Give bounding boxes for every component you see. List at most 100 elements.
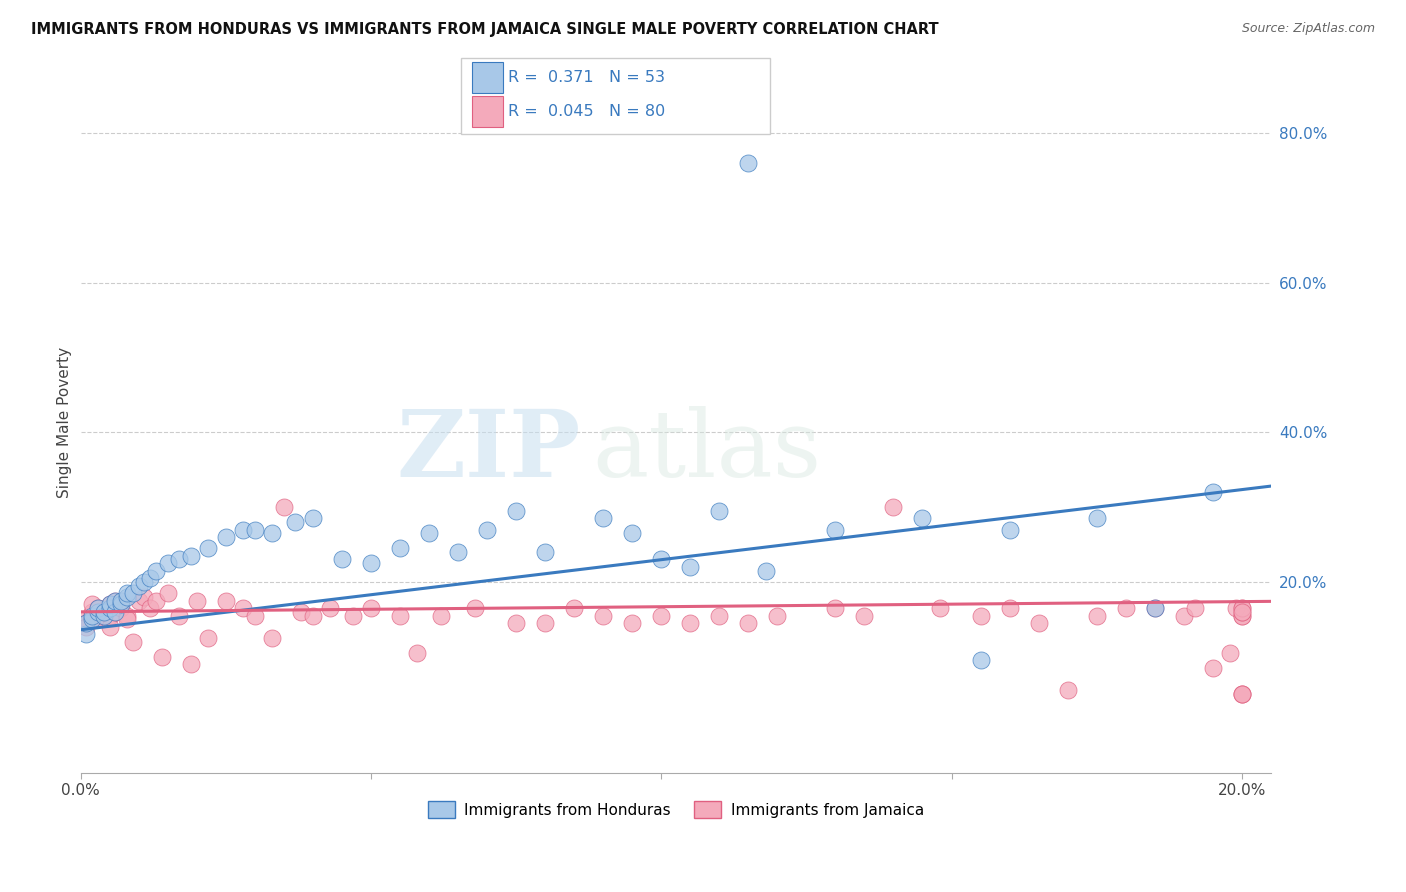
Point — [330, 552, 353, 566]
Point — [75, 627, 97, 641]
Point — [180, 657, 202, 672]
Point — [87, 601, 110, 615]
Point — [1056, 683, 1078, 698]
Point — [824, 601, 846, 615]
Point — [1173, 608, 1195, 623]
Point — [150, 649, 173, 664]
Point — [232, 523, 254, 537]
Point — [115, 608, 138, 623]
Point — [75, 620, 97, 634]
Point — [98, 608, 121, 623]
Point — [1143, 601, 1166, 615]
Point — [464, 601, 486, 615]
Point — [998, 601, 1021, 615]
Point — [243, 608, 266, 623]
Point — [128, 579, 150, 593]
Point — [156, 556, 179, 570]
Point — [75, 615, 97, 630]
Text: R =  0.045   N = 80: R = 0.045 N = 80 — [508, 104, 665, 119]
Point — [388, 608, 411, 623]
Point — [766, 608, 789, 623]
Point — [1202, 485, 1225, 500]
Point — [621, 615, 644, 630]
Point — [679, 615, 702, 630]
Point — [115, 612, 138, 626]
Point — [197, 631, 219, 645]
Point — [319, 601, 342, 615]
Point — [1184, 601, 1206, 615]
Point — [243, 523, 266, 537]
Point — [75, 612, 97, 626]
Point — [1028, 615, 1050, 630]
Point — [121, 634, 143, 648]
Point — [215, 530, 238, 544]
Point — [737, 615, 759, 630]
Point — [882, 500, 904, 514]
Y-axis label: Single Male Poverty: Single Male Poverty — [58, 347, 72, 499]
Point — [75, 615, 97, 630]
Point — [969, 608, 991, 623]
Point — [167, 608, 190, 623]
Point — [82, 598, 104, 612]
Point — [505, 615, 527, 630]
Point — [186, 593, 208, 607]
Point — [998, 523, 1021, 537]
Point — [534, 615, 557, 630]
Point — [301, 511, 323, 525]
Point — [110, 601, 132, 615]
Point — [853, 608, 876, 623]
Point — [139, 601, 162, 615]
Point — [110, 593, 132, 607]
Point — [110, 598, 132, 612]
Point — [82, 608, 104, 623]
Point — [1230, 605, 1253, 619]
Point — [232, 601, 254, 615]
Point — [145, 593, 167, 607]
Point — [592, 608, 614, 623]
Point — [1230, 687, 1253, 701]
Point — [134, 574, 156, 589]
Point — [139, 571, 162, 585]
Point — [679, 560, 702, 574]
Point — [737, 155, 759, 169]
Point — [592, 511, 614, 525]
Point — [104, 605, 127, 619]
Point — [262, 631, 284, 645]
Text: ZIP: ZIP — [396, 406, 581, 496]
Point — [121, 586, 143, 600]
Point — [273, 500, 295, 514]
Point — [1230, 608, 1253, 623]
Point — [262, 526, 284, 541]
Point — [534, 545, 557, 559]
Point — [342, 608, 364, 623]
Point — [98, 601, 121, 615]
Point — [284, 515, 307, 529]
Point — [360, 601, 382, 615]
Point — [290, 605, 312, 619]
Point — [1230, 687, 1253, 701]
Point — [621, 526, 644, 541]
Point — [969, 653, 991, 667]
Point — [156, 586, 179, 600]
Point — [128, 593, 150, 607]
Point — [1230, 687, 1253, 701]
Point — [98, 598, 121, 612]
Point — [755, 564, 778, 578]
Point — [1230, 601, 1253, 615]
Point — [505, 504, 527, 518]
Point — [475, 523, 498, 537]
Point — [824, 523, 846, 537]
Point — [167, 552, 190, 566]
Point — [562, 601, 585, 615]
Point — [1085, 511, 1108, 525]
Point — [929, 601, 952, 615]
Point — [104, 593, 127, 607]
Text: IMMIGRANTS FROM HONDURAS VS IMMIGRANTS FROM JAMAICA SINGLE MALE POVERTY CORRELAT: IMMIGRANTS FROM HONDURAS VS IMMIGRANTS F… — [31, 22, 939, 37]
Point — [911, 511, 934, 525]
Point — [98, 598, 121, 612]
Legend: Immigrants from Honduras, Immigrants from Jamaica: Immigrants from Honduras, Immigrants fro… — [422, 795, 929, 824]
Point — [1202, 661, 1225, 675]
Point — [388, 541, 411, 556]
Point — [87, 605, 110, 619]
Point — [98, 620, 121, 634]
